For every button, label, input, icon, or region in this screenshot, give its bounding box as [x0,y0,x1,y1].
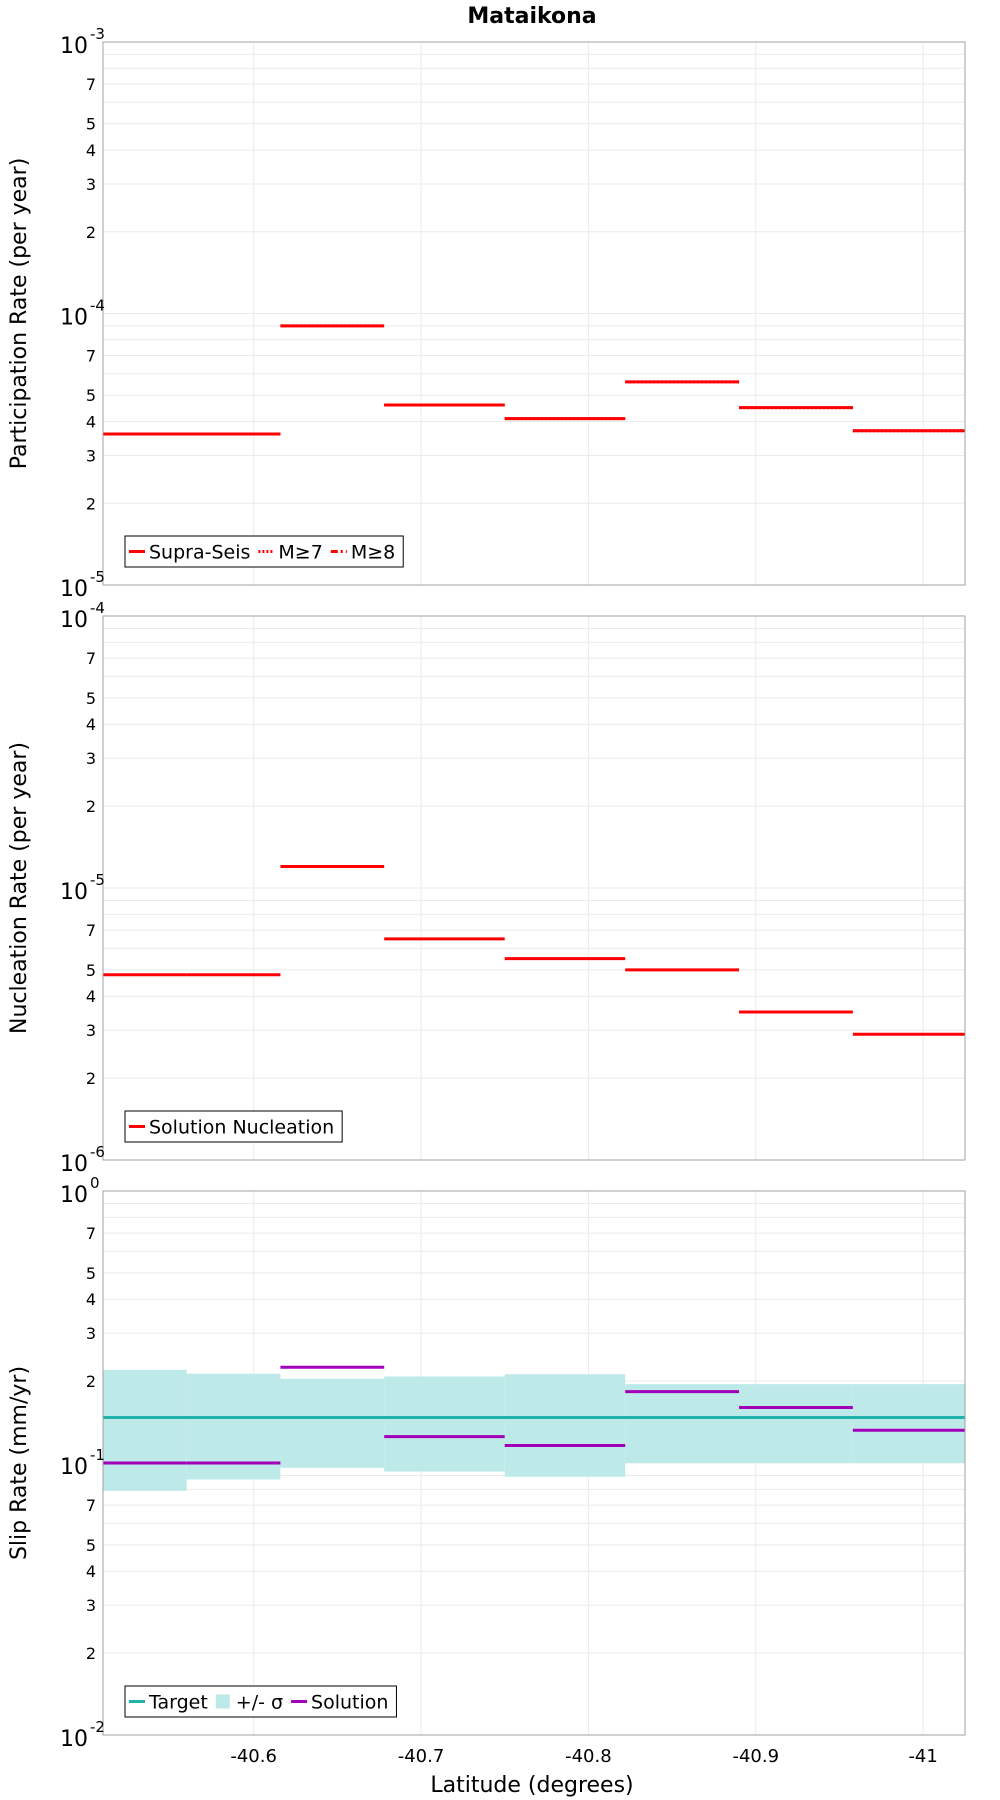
sliprate-ytick-minor-label: 2 [86,1372,96,1391]
sliprate-ytick-minor-label: 7 [86,1496,96,1515]
participation-legend-label: M≥8 [351,542,395,564]
x-tick-label: -40.7 [398,1746,445,1767]
participation-plot-frame [102,41,966,586]
sliprate-ytick-major-exponent: -1 [90,1446,105,1464]
sliprate-ytick-major-exponent: 0 [90,1174,100,1192]
participation-ytick-major-exponent: -4 [90,297,105,315]
sliprate-ytick-major-base: 10 [60,1727,88,1752]
x-tick-label: -40.6 [230,1746,277,1767]
sliprate-plot-frame [102,1190,966,1736]
sliprate-ytick-minor-label: 7 [86,1224,96,1243]
sliprate-band-segment [384,1376,505,1472]
sliprate-y-axis-label: Slip Rate (mm/yr) [7,1366,32,1560]
participation-grid [103,42,965,585]
participation-ytick-major-base: 10 [60,577,88,602]
participation-ytick-minor-label: 5 [86,386,96,405]
sliprate-ytick-major-base: 10 [60,1183,88,1208]
participation-ytick-major-base: 10 [60,34,88,59]
sliprate-band-segment [852,1384,965,1463]
sliprate-band-segment [280,1378,385,1468]
sliprate-ytick-minor-label: 4 [86,1290,96,1309]
nucleation-plot-frame [102,615,966,1161]
participation-ytick-minor-label: 7 [86,347,96,366]
participation-ytick-minor-label: 5 [86,115,96,134]
sliprate-legend: Target +/- σ Solution [124,1685,397,1718]
sliprate-ytick-major-base: 10 [60,1455,88,1480]
nucleation-ytick-minor-label: 4 [86,715,96,734]
participation-y-axis-label: Participation Rate (per year) [7,158,32,470]
sliprate-legend-label: Solution [311,1692,388,1714]
nucleation-ytick-minor-label: 2 [86,797,96,816]
nucleation-ytick-minor-label: 2 [86,1069,96,1088]
sliprate-ytick-minor-label: 4 [86,1562,96,1581]
participation-ytick-minor-label: 3 [86,175,96,194]
nucleation-ytick-minor-label: 4 [86,987,96,1006]
participation-ytick-minor-label: 2 [86,494,96,513]
nucleation-ytick-minor-label: 5 [86,961,96,980]
nucleation-y-axis-label: Nucleation Rate (per year) [7,742,32,1034]
nucleation-ytick-major-exponent: -6 [90,1143,105,1161]
nucleation-grid [103,616,965,1160]
sliprate-ytick-minor-label: 3 [86,1324,96,1343]
sliprate-legend-label: Target [148,1692,208,1714]
nucleation-ytick-major-exponent: -4 [90,599,105,617]
sliprate-ytick-minor-label: 5 [86,1536,96,1555]
nucleation-ytick-major-base: 10 [60,1152,88,1177]
participation-ytick-minor-label: 3 [86,446,96,465]
sliprate-legend-swatch [215,1694,230,1709]
participation-ytick-minor-label: 4 [86,141,96,160]
nucleation-ytick-major-exponent: -5 [90,871,105,889]
nucleation-ytick-minor-label: 3 [86,1021,96,1040]
sliprate-ytick-minor-label: 3 [86,1596,96,1615]
nucleation-ytick-minor-label: 5 [86,689,96,708]
nucleation-ytick-minor-label: 3 [86,749,96,768]
sliprate-legend-label: +/- σ [236,1692,283,1714]
x-tick-label: -40.9 [732,1746,779,1767]
sliprate-ytick-major-exponent: -2 [90,1718,105,1736]
nucleation-legend-box [124,1110,343,1143]
sliprate-ytick-minor-label: 5 [86,1264,96,1283]
nucleation-ytick-minor-label: 7 [86,649,96,668]
sliprate-band-segment [103,1369,187,1491]
sliprate-band-segment [504,1374,626,1477]
sliprate-ytick-minor-label: 2 [86,1644,96,1663]
x-tick-labels: -40.6 -40.7 -40.8 -40.9 -41 [230,1746,938,1767]
participation-ytick-major-base: 10 [60,306,88,331]
participation-legend-label: Supra-Seis [149,542,250,564]
participation-ytick-minor-label: 7 [86,75,96,94]
chart-title: Mataikona [467,4,596,29]
participation-ytick-major-exponent: -5 [90,568,105,586]
participation-ytick-minor-label: 4 [86,413,96,432]
participation-ytick-minor-label: 2 [86,223,96,242]
nucleation-ytick-major-base: 10 [60,608,88,633]
sliprate-legend-box [124,1685,397,1718]
nucleation-legend: Solution Nucleation [124,1110,343,1143]
participation-ytick-major-exponent: -3 [90,25,105,43]
nucleation-ytick-major-base: 10 [60,880,88,905]
sliprate-band-segment [739,1384,853,1463]
participation-legend-label: M≥7 [278,542,322,564]
sliprate-band-segment [625,1384,740,1463]
x-tick-label: -40.8 [565,1746,612,1767]
x-axis-label: Latitude (degrees) [430,1773,633,1798]
x-tick-label: -41 [908,1746,937,1767]
nucleation-legend-label: Solution Nucleation [149,1117,334,1139]
participation-legend: Supra-Seis M≥7 M≥8 [124,535,404,568]
nucleation-ytick-minor-label: 7 [86,921,96,940]
